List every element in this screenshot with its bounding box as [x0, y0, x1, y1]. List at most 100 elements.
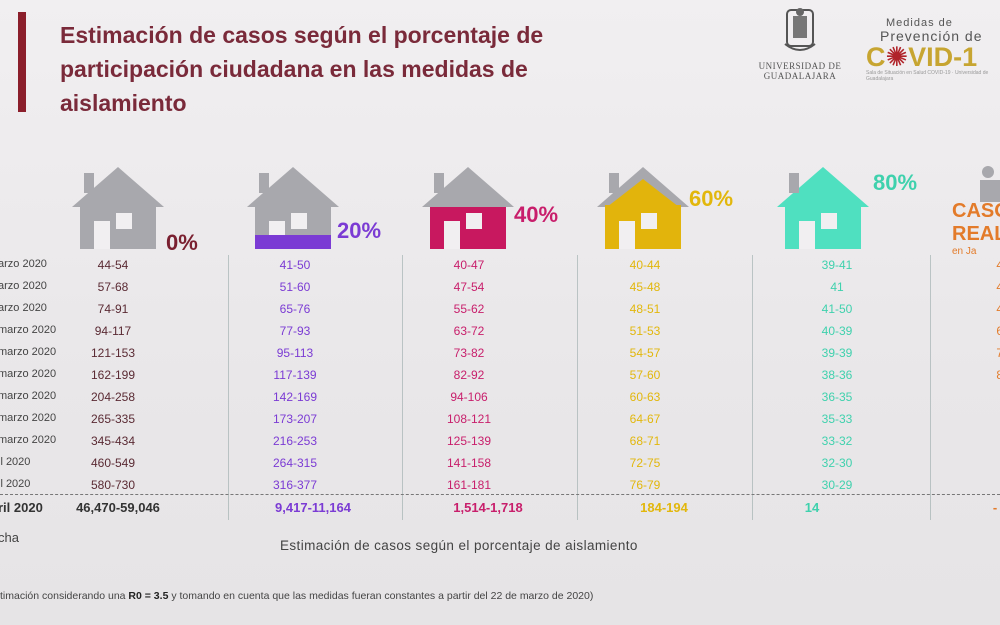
row-cell: 40-44 — [590, 258, 700, 272]
row-cell: 162-199 — [58, 368, 168, 382]
row-cell: 55-62 — [414, 302, 524, 316]
row-cell: 32-30 — [782, 456, 892, 470]
pct-40: 40% — [514, 202, 558, 228]
row-cell: 316-377 — [240, 478, 350, 492]
accent-bar — [18, 12, 26, 112]
table-row: marzo 202094-11777-9363-7251-5340-3964 — [0, 324, 1000, 344]
row-cell: 45-48 — [590, 280, 700, 294]
row-cell: 204-258 — [58, 390, 168, 404]
row-cell: - — [948, 456, 1000, 470]
real-line-1: CASO — [952, 200, 1000, 223]
row-cell: 77-93 — [240, 324, 350, 338]
row-cell: - — [948, 478, 1000, 492]
row-cell: 35-33 — [782, 412, 892, 426]
udg-text-2: GUADALAJARA — [755, 71, 845, 81]
slide-title: Estimación de casos según el porcentaje … — [60, 18, 620, 120]
row-cell: 41 — [782, 280, 892, 294]
row-cell: 44-54 — [58, 258, 168, 272]
real-line-2: REAL — [952, 223, 1000, 246]
house-icon — [420, 165, 516, 249]
table-row: marzo 2020 121-153 95-113 73-82 54-57 39-39 77 — [0, 346, 1000, 366]
udg-seal-icon — [779, 6, 821, 56]
row-cell: 40-47 — [414, 258, 524, 272]
row-cell: 48-51 — [590, 302, 700, 316]
table-row: arzo 202074-9165-7655-6248-5141-5046 — [0, 302, 1000, 322]
row-cell: 76-79 — [590, 478, 700, 492]
row-cell: - — [948, 434, 1000, 448]
title-line-3: aislamiento — [60, 86, 620, 120]
table-row: il 2020 460-549 264-315 141-158 72-75 32-30 - — [0, 456, 1000, 476]
row-cell: 39-39 — [782, 346, 892, 360]
row-cell: 74-91 — [58, 302, 168, 316]
total-40: 1,514-1,718 — [418, 500, 558, 515]
row-cell: 265-335 — [58, 412, 168, 426]
row-cell: - — [948, 390, 1000, 404]
total-20: 9,417-11,164 — [243, 500, 383, 515]
covid-logo: Medidas de Prevención de C✺VID-1 Sala de… — [866, 18, 1000, 82]
dashed-separator — [0, 494, 1000, 495]
row-cell: 33-32 — [782, 434, 892, 448]
person-icon — [960, 162, 1000, 202]
row-cell: 77 — [948, 346, 1000, 360]
row-cell: 82-92 — [414, 368, 524, 382]
footnote-r0: R0 = 3.5 — [128, 590, 168, 602]
row-cell: 46 — [948, 280, 1000, 294]
table-row: marzo 2020 265-335 173-207 108-121 64-67 35-3… — [0, 412, 1000, 432]
table-row: marzo 2020 345-434 216-253 125-139 68-71 33-3… — [0, 434, 1000, 454]
row-cell: 65-76 — [240, 302, 350, 316]
total-0: 46,470-59,046 — [48, 500, 188, 515]
row-cell: 39-41 — [782, 258, 892, 272]
row-cell: 117-139 — [240, 368, 350, 382]
covid-line-3: C✺VID-1 — [866, 44, 1000, 70]
footnote-post: y tomando en cuenta que las medidas fuer… — [168, 590, 593, 602]
pct-60: 60% — [689, 186, 733, 212]
footnote-pre: timación considerando una — [0, 590, 128, 602]
total-80: 14 — [742, 500, 882, 515]
row-cell: 460-549 — [58, 456, 168, 470]
table-row: marzo 2020 162-199 117-139 82-92 57-60 38-36 8… — [0, 368, 1000, 388]
table-row: marzo 2020 204-258 142-169 94-106 60-63 36-35… — [0, 390, 1000, 410]
udg-text-1: UNIVERSIDAD DE — [755, 61, 845, 71]
row-cell: 68-71 — [590, 434, 700, 448]
real-sub: en Ja — [952, 246, 1000, 258]
row-cell: 46 — [948, 258, 1000, 272]
total-real: - — [925, 500, 1000, 515]
row-cell: 161-181 — [414, 478, 524, 492]
total-row: ril 2020 46,470-59,046 9,417-11,164 1,51… — [0, 500, 1000, 522]
row-cell: 94-117 — [58, 324, 168, 338]
real-cases-label: CASO REAL en Ja — [952, 200, 1000, 258]
pct-0: 0% — [166, 230, 198, 256]
covid-rest: VID-1 — [908, 42, 977, 72]
covid-small: Sala de Situación en Salud COVID-19 · Un… — [866, 70, 1000, 82]
row-cell: 47-54 — [414, 280, 524, 294]
row-cell: 108-121 — [414, 412, 524, 426]
house-icon — [245, 165, 341, 249]
row-cell: 40-39 — [782, 324, 892, 338]
row-cell: 38-36 — [782, 368, 892, 382]
row-cell: - — [948, 412, 1000, 426]
row-cell: 41-50 — [240, 258, 350, 272]
row-cell: 142-169 — [240, 390, 350, 404]
row-cell: 73-82 — [414, 346, 524, 360]
row-cell: 580-730 — [58, 478, 168, 492]
row-cell: 64 — [948, 324, 1000, 338]
title-line-1: Estimación de casos según el porcentaje … — [60, 18, 620, 52]
table-row: arzo 2020 44-54 41-50 40-47 40-44 39-41 46 — [0, 258, 1000, 278]
row-cell: 345-434 — [58, 434, 168, 448]
row-cell: 72-75 — [590, 456, 700, 470]
row-cell: 264-315 — [240, 456, 350, 470]
row-cell: 36-35 — [782, 390, 892, 404]
row-cell: 60-63 — [590, 390, 700, 404]
udg-logo: UNIVERSIDAD DE GUADALAJARA — [755, 6, 845, 81]
row-cell: 121-153 — [58, 346, 168, 360]
table-row: arzo 2020 57-68 51-60 47-54 45-48 41 46 — [0, 280, 1000, 300]
row-cell: 54-57 — [590, 346, 700, 360]
row-cell: 51-60 — [240, 280, 350, 294]
covid-c: C — [866, 42, 886, 72]
title-line-2: participación ciudadana en las medidas d… — [60, 52, 620, 86]
house-icon — [595, 165, 691, 249]
table-row: il 2020580-730316-377161-18176-7930-29- — [0, 478, 1000, 498]
row-cell: 46 — [948, 302, 1000, 316]
row-cell: 30-29 — [782, 478, 892, 492]
row-cell: 63-72 — [414, 324, 524, 338]
